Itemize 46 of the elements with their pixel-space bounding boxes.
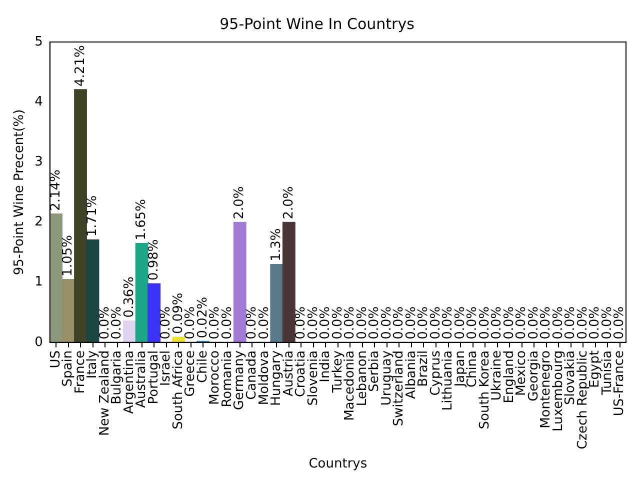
data-label: 1.65% <box>134 198 150 240</box>
bar <box>135 242 148 342</box>
bar <box>282 222 296 342</box>
data-label: 0.36% <box>122 276 137 318</box>
bar <box>86 239 100 342</box>
bar <box>148 283 161 342</box>
bar <box>50 214 62 342</box>
data-label: 0.0% <box>612 306 628 340</box>
x-tick-label: China <box>465 350 480 388</box>
y-tick-label: 4 <box>34 94 43 110</box>
y-tick-label: 2 <box>34 214 43 230</box>
data-label: 0.98% <box>146 239 162 281</box>
data-label: 1.71% <box>85 195 100 237</box>
x-tick-label: Spain <box>60 350 76 387</box>
y-tick-label: 0 <box>34 334 43 350</box>
data-label: 1.05% <box>60 235 76 276</box>
bar <box>172 336 186 342</box>
chart-title: 95-Point Wine In Countrys <box>220 14 415 33</box>
data-label: 4.21% <box>72 45 88 86</box>
y-tick-label: 3 <box>34 154 43 170</box>
bar <box>270 264 284 342</box>
x-tick-label: US-France <box>612 350 628 416</box>
y-tick-label: 5 <box>34 34 43 50</box>
bar <box>74 89 87 342</box>
bar <box>123 320 136 342</box>
x-tick-label: US <box>48 350 64 368</box>
x-tick-label: Germany <box>232 350 248 410</box>
x-tick-label: Moldova <box>256 350 272 406</box>
x-tick-label: Portugal <box>146 350 162 404</box>
y-tick-label: 1 <box>34 274 43 290</box>
x-tick-label: England <box>502 350 517 404</box>
data-label: 0.0% <box>220 306 235 340</box>
y-axis-title: 95-Point Wine Precent(%) <box>12 109 28 276</box>
bar <box>62 279 75 342</box>
bar <box>233 222 246 342</box>
x-axis-title: Countrys <box>308 456 368 472</box>
x-tick-label: Italy <box>85 350 100 379</box>
x-tick-label: Czech Republic <box>575 350 590 450</box>
x-tick-label: Serbia <box>367 350 382 392</box>
data-label: 1.3% <box>269 228 284 262</box>
x-tick-label: Chile <box>195 350 210 383</box>
data-label: 2.0% <box>232 186 248 220</box>
x-tick-label: Georgia <box>526 350 542 402</box>
data-label: 0.0% <box>256 306 272 340</box>
data-label: 2.0% <box>281 186 296 220</box>
x-tick-label: Hungary <box>269 350 284 406</box>
